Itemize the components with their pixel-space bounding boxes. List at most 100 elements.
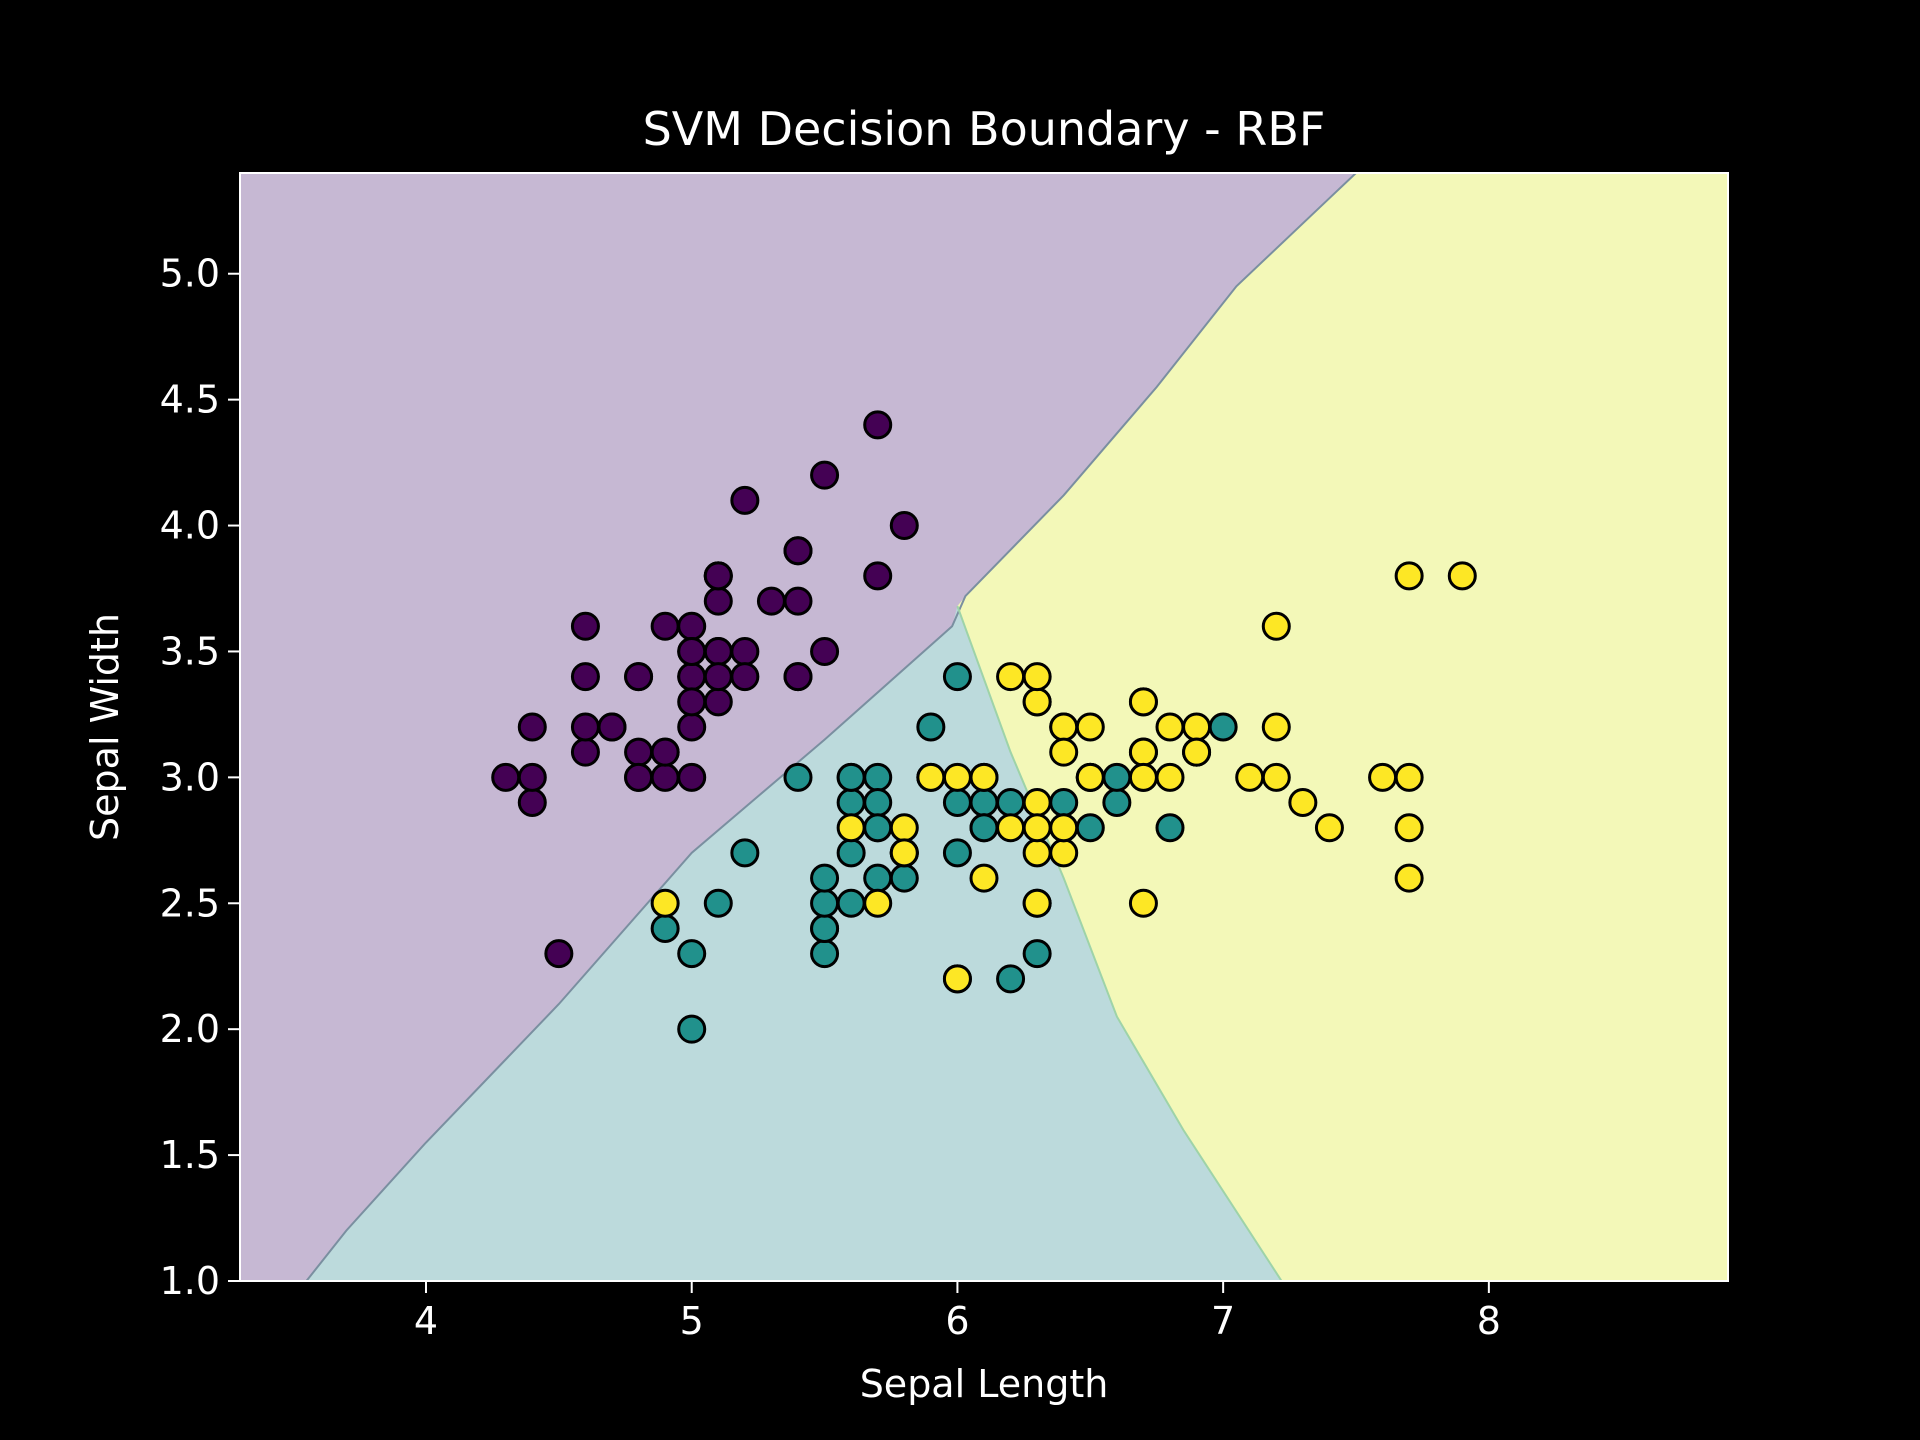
point-class-2 [1075, 762, 1105, 792]
point-class-0 [783, 662, 813, 692]
point-class-2 [1128, 888, 1158, 918]
point-class-1 [1102, 788, 1132, 818]
point-class-2 [969, 863, 999, 893]
y-axis-label: Sepal Width [83, 613, 127, 841]
point-class-0 [677, 762, 707, 792]
point-class-2 [1049, 737, 1079, 767]
boundary-line-1-2 [956, 605, 1283, 1281]
point-class-0 [570, 712, 600, 742]
point-class-1 [703, 888, 733, 918]
point-class-1 [942, 788, 972, 818]
point-class-0 [810, 460, 840, 490]
point-class-2 [1049, 813, 1079, 843]
point-class-1 [810, 863, 840, 893]
point-class-2 [1155, 762, 1185, 792]
point-class-0 [570, 662, 600, 692]
point-class-2 [1288, 788, 1318, 818]
point-class-1 [1208, 712, 1238, 742]
point-class-1 [1022, 939, 1052, 969]
point-class-0 [703, 662, 733, 692]
point-class-2 [889, 838, 919, 868]
point-class-1 [810, 913, 840, 943]
point-class-0 [517, 788, 547, 818]
y-axis: 1.0 1.5 2.0 2.5 3.0 3.5 4.0 4.5 5.0 [160, 252, 240, 1303]
point-class-1 [650, 913, 680, 943]
point-class-1 [942, 662, 972, 692]
y-tick-label: 3.0 [160, 755, 220, 799]
point-class-2 [996, 813, 1026, 843]
point-class-2 [1394, 863, 1424, 893]
point-class-1 [996, 964, 1026, 994]
point-class-0 [677, 611, 707, 641]
point-class-2 [942, 964, 972, 994]
point-class-2 [889, 813, 919, 843]
point-class-0 [624, 737, 654, 767]
x-axis-label: Sepal Length [860, 1362, 1109, 1406]
y-tick-label: 1.5 [160, 1133, 220, 1177]
x-axis: 4 5 6 7 8 [414, 1281, 1501, 1343]
point-class-0 [889, 511, 919, 541]
point-class-2 [1235, 762, 1265, 792]
point-class-2 [942, 762, 972, 792]
point-class-2 [1022, 838, 1052, 868]
point-class-1 [730, 838, 760, 868]
plot-frame [239, 172, 1729, 1282]
point-class-1 [836, 888, 866, 918]
point-class-0 [650, 611, 680, 641]
point-class-1 [1049, 788, 1079, 818]
point-class-2 [1394, 561, 1424, 591]
scatter-points [491, 410, 1477, 1044]
point-class-1 [996, 788, 1026, 818]
point-class-0 [677, 712, 707, 742]
y-tick-label: 1.0 [160, 1259, 220, 1303]
point-class-0 [703, 636, 733, 666]
point-class-2 [1447, 561, 1477, 591]
point-class-1 [836, 762, 866, 792]
point-class-2 [996, 662, 1026, 692]
chart-title: SVM Decision Boundary - RBF [643, 102, 1326, 156]
x-tick-label: 8 [1477, 1299, 1501, 1343]
point-class-1 [863, 762, 893, 792]
point-class-0 [730, 636, 760, 666]
point-class-1 [863, 863, 893, 893]
x-tick-label: 6 [945, 1299, 969, 1343]
point-class-2 [1261, 712, 1291, 742]
point-class-2 [916, 762, 946, 792]
point-class-0 [677, 662, 707, 692]
point-class-0 [677, 687, 707, 717]
point-class-0 [730, 662, 760, 692]
point-class-1 [1075, 813, 1105, 843]
point-class-1 [1155, 813, 1185, 843]
point-class-1 [810, 888, 840, 918]
point-class-1 [677, 1014, 707, 1044]
point-class-2 [1394, 813, 1424, 843]
point-class-2 [1075, 712, 1105, 742]
point-class-0 [624, 762, 654, 792]
point-class-0 [783, 536, 813, 566]
point-class-1 [836, 838, 866, 868]
point-class-1 [916, 712, 946, 742]
point-class-2 [969, 762, 999, 792]
y-tick-label: 4.0 [160, 504, 220, 548]
y-tick-label: 4.5 [160, 378, 220, 422]
point-class-1 [836, 788, 866, 818]
decision-regions [240, 173, 1728, 1281]
point-class-0 [783, 586, 813, 616]
region-class-2 [957, 173, 1728, 1281]
point-class-0 [756, 586, 786, 616]
point-class-2 [1022, 662, 1052, 692]
point-class-1 [969, 788, 999, 818]
point-class-1 [969, 813, 999, 843]
point-class-1 [677, 939, 707, 969]
point-class-0 [810, 636, 840, 666]
point-class-2 [1022, 888, 1052, 918]
point-class-2 [1261, 762, 1291, 792]
y-tick-label: 2.0 [160, 1007, 220, 1051]
point-class-2 [1022, 788, 1052, 818]
point-class-0 [703, 687, 733, 717]
boundary-line-0 [305, 173, 1357, 1281]
point-class-2 [1022, 687, 1052, 717]
point-class-0 [730, 485, 760, 515]
point-class-2 [1182, 712, 1212, 742]
